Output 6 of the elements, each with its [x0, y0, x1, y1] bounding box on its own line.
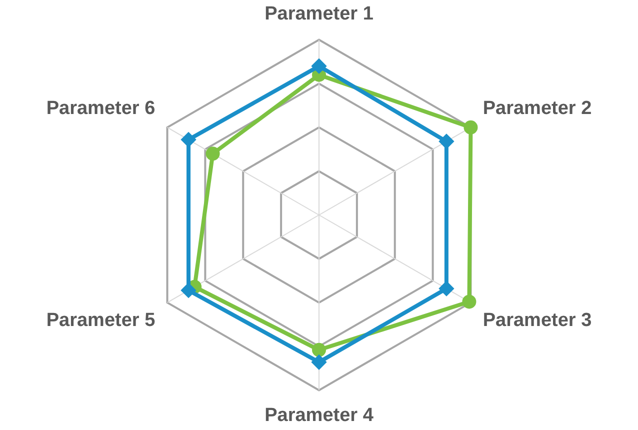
spoke-label: Parameter 5: [46, 310, 156, 332]
spoke-label: Parameter 2: [482, 98, 592, 120]
spoke-label: Parameter 6: [46, 98, 156, 120]
spoke-label: Parameter 3: [482, 310, 592, 332]
spoke-label: Parameter 4: [264, 404, 374, 426]
spoke-label: Parameter 1: [264, 4, 374, 25]
